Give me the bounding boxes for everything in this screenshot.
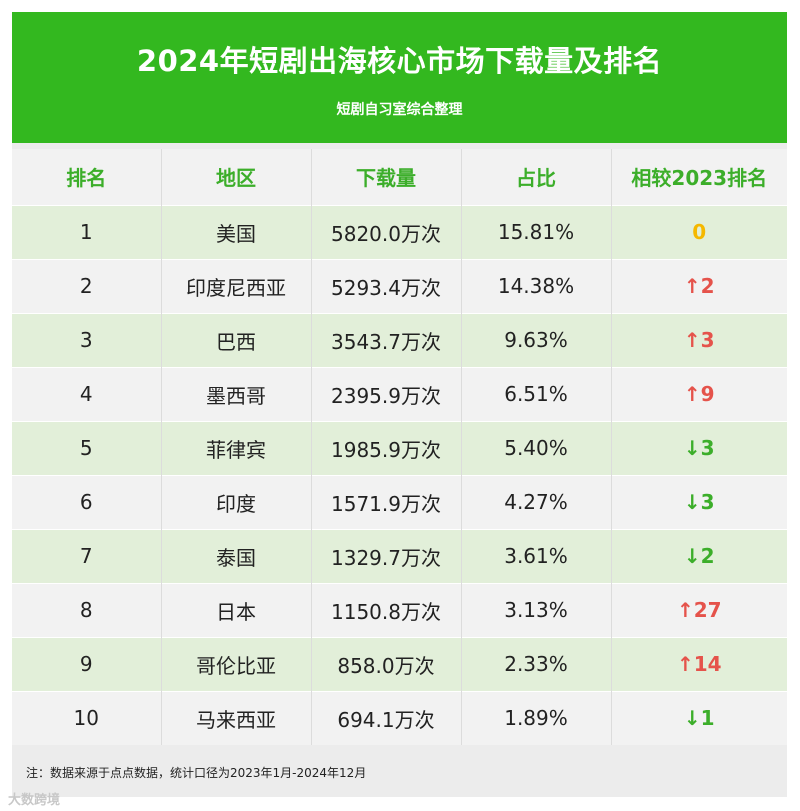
share-cell: 6.51% (461, 366, 612, 421)
region-cell: 墨西哥 (161, 366, 312, 421)
rank-change-cell: ↓1 (611, 690, 787, 745)
column-header-rank-change: 相较2023排名 (611, 149, 787, 205)
table-row: 4 墨西哥 2395.9万次 6.51% ↑9 (12, 366, 787, 421)
rank-change-cell: 0 (611, 204, 787, 259)
page-subtitle: 短剧自习室综合整理 (336, 102, 463, 118)
rank-change-cell: ↑9 (611, 366, 787, 421)
table-row: 2 印度尼西亚 5293.4万次 14.38% ↑2 (12, 258, 787, 313)
downloads-cell: 1985.9万次 (311, 420, 462, 475)
header-banner: 2024年短剧出海核心市场下载量及排名 短剧自习室综合整理 (12, 12, 787, 143)
rank-cell: 6 (12, 474, 162, 529)
table-row: 5 菲律宾 1985.9万次 5.40% ↓3 (12, 420, 787, 475)
region-cell: 印度 (161, 474, 312, 529)
region-cell: 泰国 (161, 528, 312, 583)
column-header-rank: 排名 (12, 149, 162, 205)
share-cell: 4.27% (461, 474, 612, 529)
source-note: 注：数据来源于点点数据，统计口径为2023年1月-2024年12月 (26, 766, 367, 780)
downloads-cell: 858.0万次 (311, 636, 462, 691)
table-row: 8 日本 1150.8万次 3.13% ↑27 (12, 582, 787, 637)
column-header-share: 占比 (461, 149, 612, 205)
rank-cell: 4 (12, 366, 162, 421)
downloads-cell: 5820.0万次 (311, 204, 462, 259)
region-cell: 巴西 (161, 312, 312, 367)
rank-cell: 7 (12, 528, 162, 583)
rank-cell: 10 (12, 690, 162, 745)
rank-cell: 8 (12, 582, 162, 637)
downloads-cell: 694.1万次 (311, 690, 462, 745)
table-row: 6 印度 1571.9万次 4.27% ↓3 (12, 474, 787, 529)
rank-change-cell: ↑3 (611, 312, 787, 367)
rank-change-cell: ↑14 (611, 636, 787, 691)
table-row: 10 马来西亚 694.1万次 1.89% ↓1 (12, 690, 787, 745)
downloads-cell: 5293.4万次 (311, 258, 462, 313)
rank-change-cell: ↑2 (611, 258, 787, 313)
table-row: 3 巴西 3543.7万次 9.63% ↑3 (12, 312, 787, 367)
region-cell: 哥伦比亚 (161, 636, 312, 691)
region-cell: 马来西亚 (161, 690, 312, 745)
share-cell: 3.13% (461, 582, 612, 637)
share-cell: 14.38% (461, 258, 612, 313)
ranking-card: 2024年短剧出海核心市场下载量及排名 短剧自习室综合整理 排名 地区 下载量 … (12, 12, 787, 797)
share-cell: 1.89% (461, 690, 612, 745)
page-title: 2024年短剧出海核心市场下载量及排名 (136, 44, 663, 78)
downloads-cell: 3543.7万次 (311, 312, 462, 367)
watermark-logo: 大数跨境 (8, 793, 61, 808)
table-row: 9 哥伦比亚 858.0万次 2.33% ↑14 (12, 636, 787, 691)
column-header-region: 地区 (161, 149, 312, 205)
share-cell: 9.63% (461, 312, 612, 367)
region-cell: 菲律宾 (161, 420, 312, 475)
column-header-downloads: 下载量 (311, 149, 462, 205)
rank-change-cell: ↓3 (611, 474, 787, 529)
share-cell: 15.81% (461, 204, 612, 259)
share-cell: 5.40% (461, 420, 612, 475)
rank-change-cell: ↓3 (611, 420, 787, 475)
rank-cell: 1 (12, 204, 162, 259)
table-row: 7 泰国 1329.7万次 3.61% ↓2 (12, 528, 787, 583)
rank-change-cell: ↓2 (611, 528, 787, 583)
table-row: 1 美国 5820.0万次 15.81% 0 (12, 204, 787, 259)
downloads-cell: 1329.7万次 (311, 528, 462, 583)
rank-change-cell: ↑27 (611, 582, 787, 637)
rank-cell: 5 (12, 420, 162, 475)
rank-cell: 3 (12, 312, 162, 367)
rank-cell: 9 (12, 636, 162, 691)
downloads-cell: 2395.9万次 (311, 366, 462, 421)
region-cell: 日本 (161, 582, 312, 637)
ranking-table: 排名 地区 下载量 占比 相较2023排名 1 美国 5820.0万次 15.81% 0… (12, 149, 787, 745)
downloads-cell: 1571.9万次 (311, 474, 462, 529)
region-cell: 美国 (161, 204, 312, 259)
rank-cell: 2 (12, 258, 162, 313)
share-cell: 3.61% (461, 528, 612, 583)
region-cell: 印度尼西亚 (161, 258, 312, 313)
share-cell: 2.33% (461, 636, 612, 691)
table-header-row: 排名 地区 下载量 占比 相较2023排名 (12, 149, 787, 205)
downloads-cell: 1150.8万次 (311, 582, 462, 637)
